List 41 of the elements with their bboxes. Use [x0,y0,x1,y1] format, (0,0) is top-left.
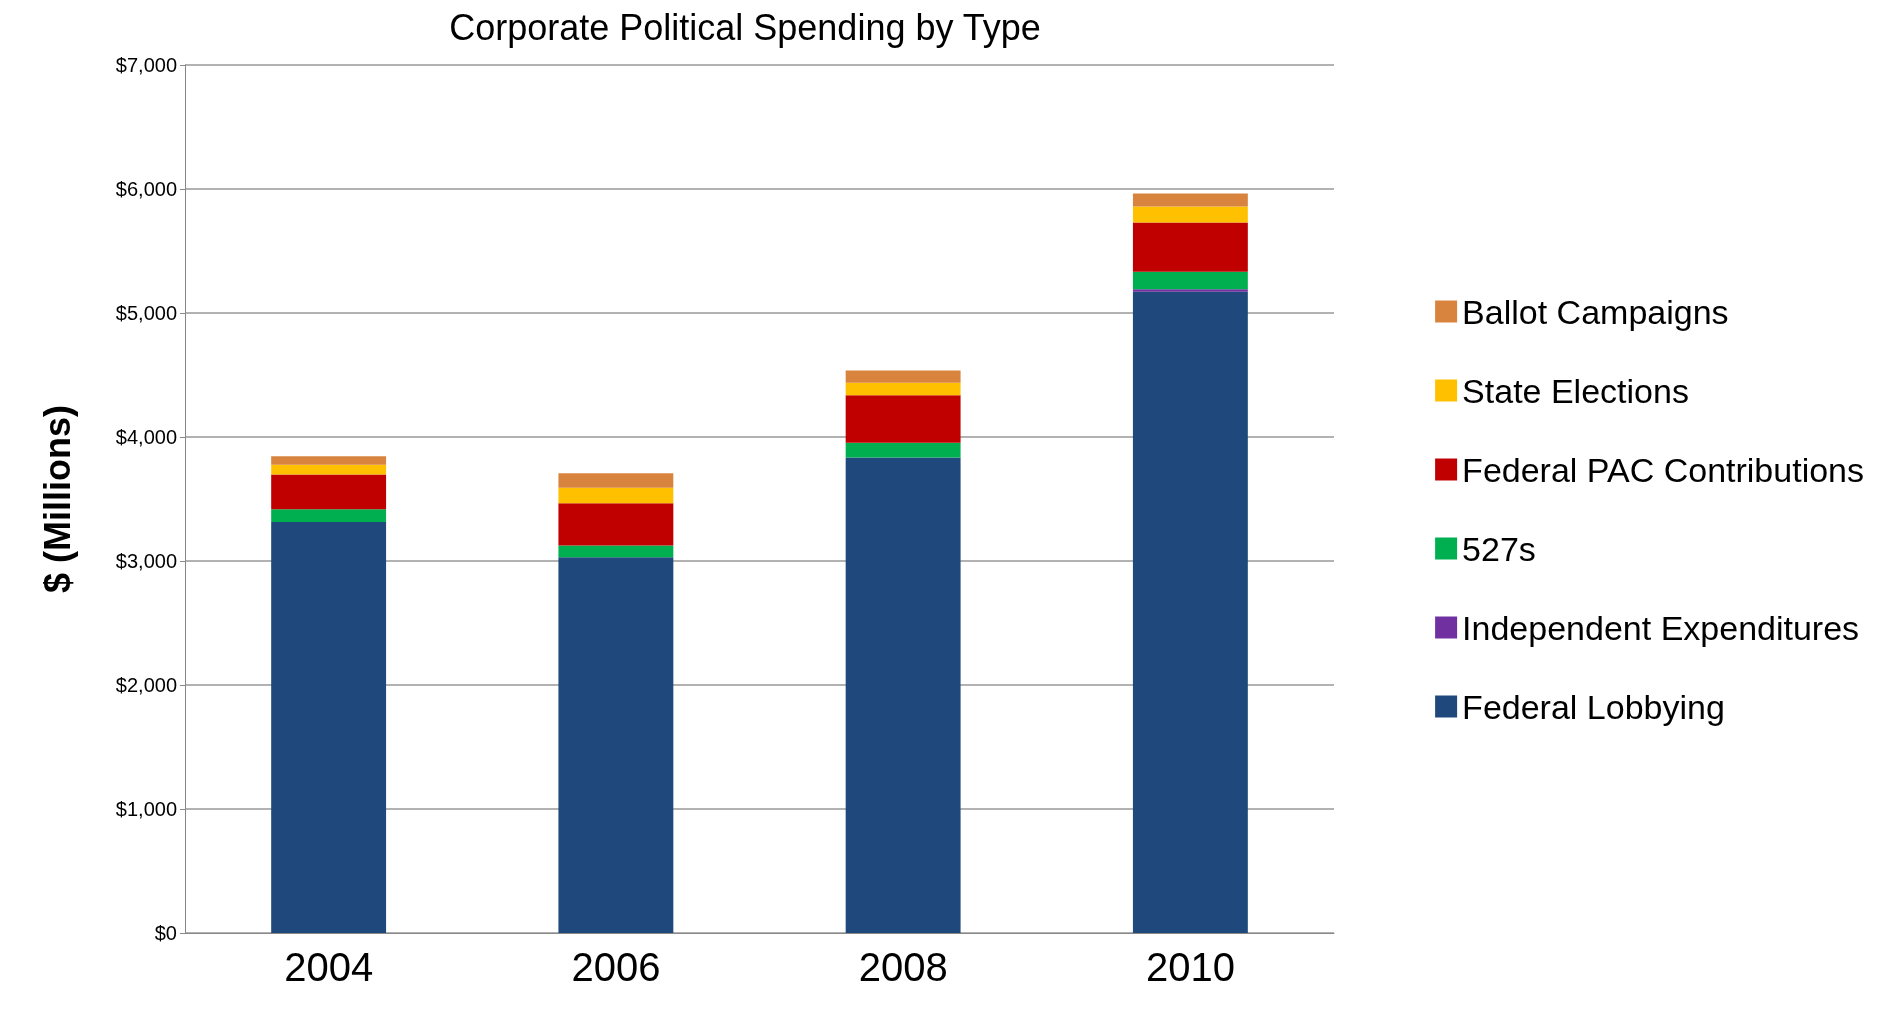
bar [1132,222,1248,272]
bar [1132,206,1248,223]
y-tick-label: $2,000 [115,674,177,696]
x-tick-label: 2008 [858,945,948,989]
bar [271,474,387,510]
bar [558,557,674,933]
bar [271,456,387,465]
legend-label: State Elections [1462,371,1689,410]
bar [1132,289,1248,292]
x-tick-label: 2006 [571,945,661,989]
bar [558,545,674,558]
bar [558,487,674,504]
y-tick-label: $7,000 [115,54,177,76]
bar [845,395,961,443]
y-tick-label: $6,000 [115,178,177,200]
y-tick-label: $1,000 [115,798,177,820]
bar [1132,291,1248,933]
bar [845,370,961,383]
y-axis-title: $ (Millions) [36,405,78,593]
bar [845,382,961,396]
bar [271,509,387,522]
chart-title: Corporate Political Spending by Type [449,6,1041,48]
bar [271,521,387,933]
x-tick-label: 2004 [284,945,374,989]
legend-label: Federal PAC Contributions [1462,450,1864,489]
y-tick-label: $0 [154,922,177,944]
x-tick-label: 2010 [1145,945,1235,989]
bar [558,473,674,488]
legend-label: Federal Lobbying [1462,687,1725,726]
y-tick-label: $4,000 [115,426,177,448]
legend-label: Independent Expenditures [1462,608,1860,647]
bar [1132,271,1248,290]
y-tick-label: $5,000 [115,302,177,324]
bar [845,457,961,933]
bar [845,442,961,458]
bar [1132,193,1248,207]
y-tick-label: $3,000 [115,550,177,572]
bar [558,503,674,546]
legend-label: 527s [1462,529,1536,568]
legend-label: Ballot Campaigns [1462,292,1729,331]
bar [271,464,387,475]
